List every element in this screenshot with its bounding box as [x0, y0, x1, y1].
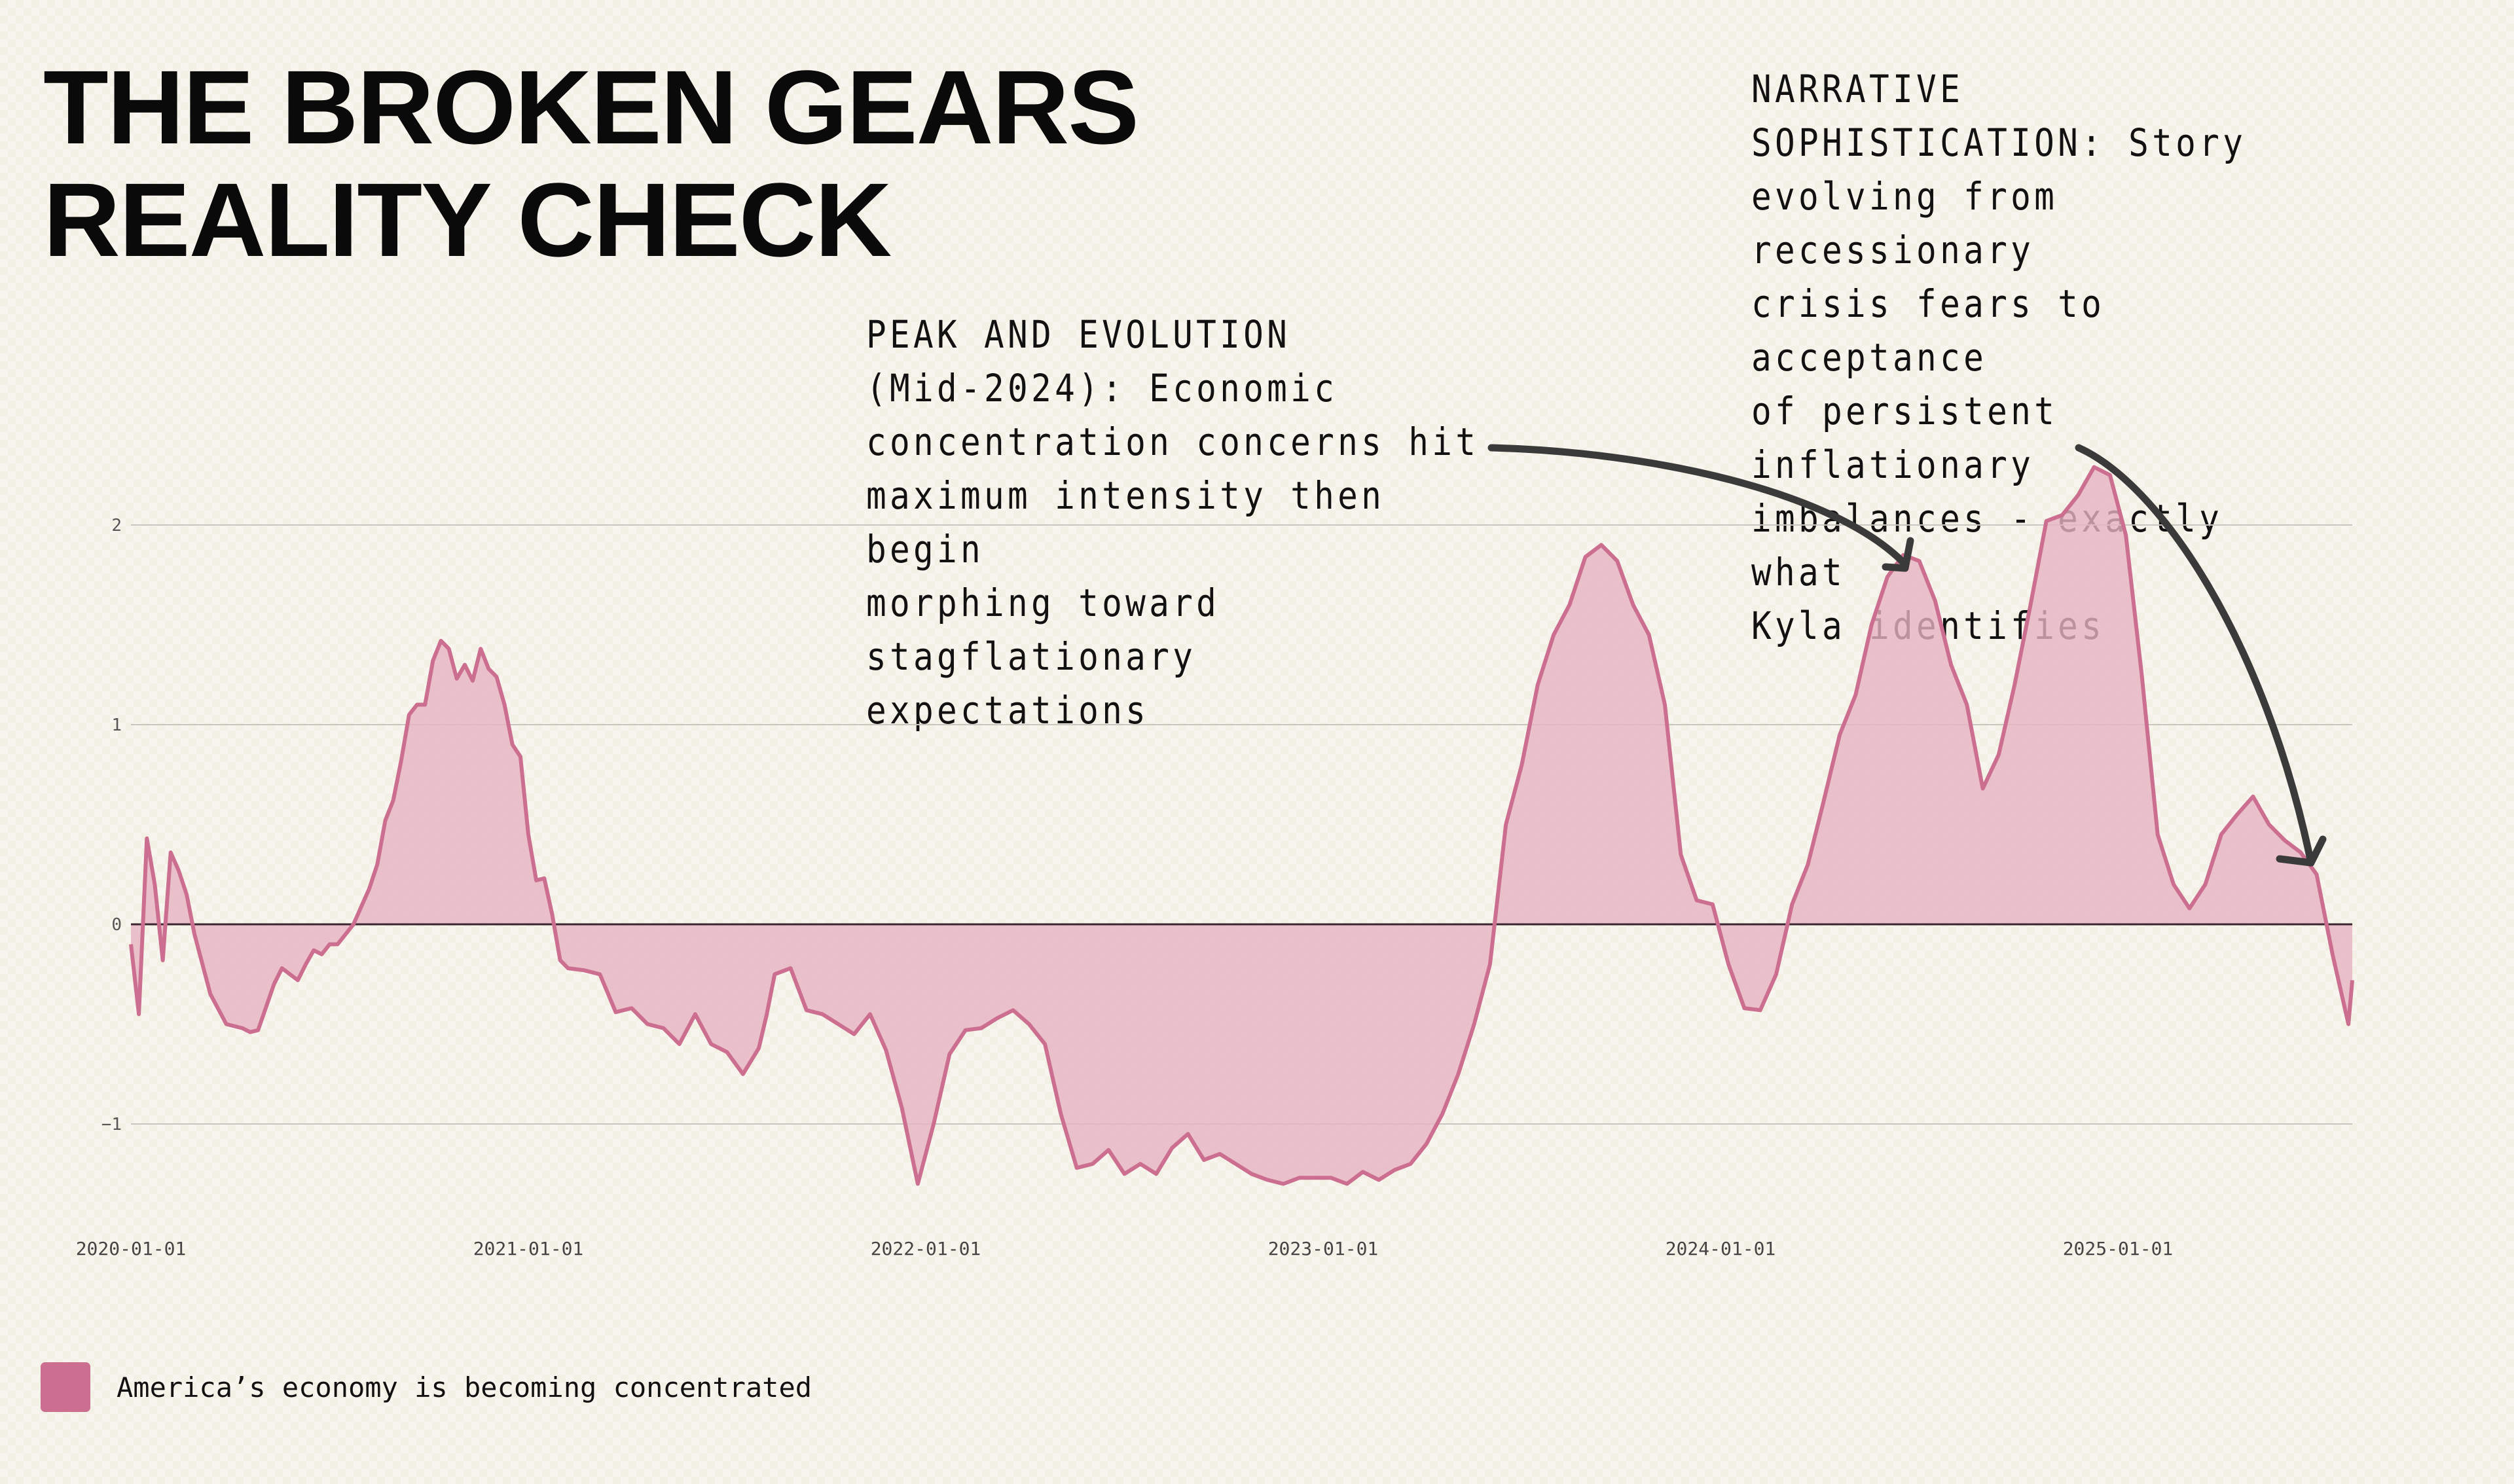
legend-label: America’s economy is becoming concentrat…	[117, 1371, 812, 1403]
y-tick-label: −1	[101, 1115, 122, 1134]
x-tick-label: 2022-01-01	[871, 1238, 981, 1259]
legend: America’s economy is becoming concentrat…	[41, 1362, 812, 1412]
y-tick-label: 1	[111, 715, 122, 735]
x-axis-ticks: 2020-01-01 2021-01-01 2022-01-01 2023-01-01…	[76, 1238, 2174, 1259]
annotation-peak-evolution: PEAK AND EVOLUTION (Mid-2024): Economic …	[866, 312, 1480, 733]
series-line	[129, 465, 2354, 1186]
x-tick-label: 2025-01-01	[2063, 1238, 2174, 1259]
y-tick-label: 2	[111, 516, 122, 535]
x-tick-label: 2023-01-01	[1268, 1238, 1379, 1259]
x-tick-label: 2020-01-01	[76, 1238, 187, 1259]
title-line-2: REALITY CHECK	[43, 161, 892, 278]
arrow-peak-icon	[1487, 444, 1914, 572]
x-tick-label: 2021-01-01	[473, 1238, 584, 1259]
y-tick-label: 0	[111, 915, 122, 935]
area-fill	[131, 467, 2352, 1184]
x-tick-label: 2024-01-01	[1666, 1238, 1776, 1259]
y-axis-ticks: −1 0 1 2	[101, 516, 122, 1134]
title-line-1: THE BROKEN GEARS	[43, 48, 1139, 166]
chart-title: THE BROKEN GEARS REALITY CHECK	[43, 48, 1139, 278]
legend-swatch	[41, 1362, 90, 1412]
arrow-narrative-icon	[2075, 444, 2327, 867]
